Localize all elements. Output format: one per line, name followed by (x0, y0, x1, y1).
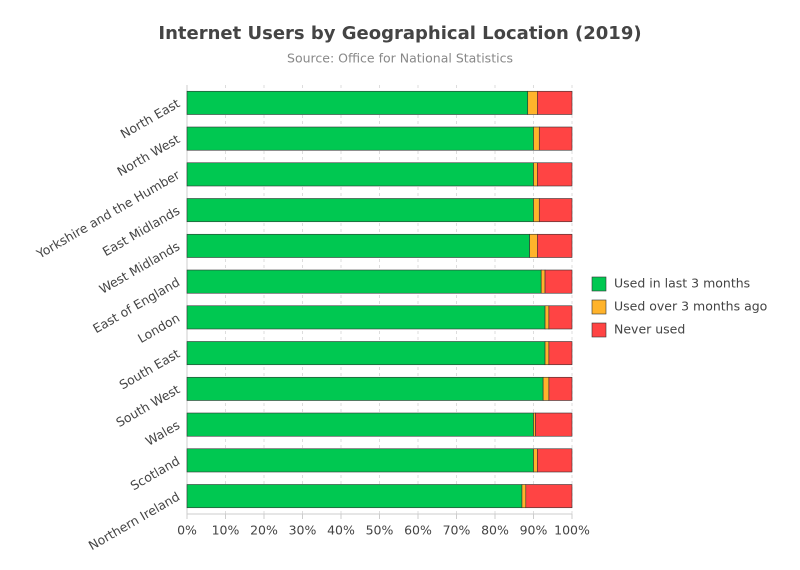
bar-segment (521, 484, 527, 509)
x-tick-label: 70% (443, 523, 471, 538)
bar-segment (544, 305, 550, 330)
x-tick-label: 60% (404, 523, 432, 538)
bar-segment (537, 448, 573, 473)
bar-segment (537, 90, 573, 115)
bar-segment (544, 341, 550, 366)
bar-segment (186, 269, 542, 294)
bar-segment (544, 269, 573, 294)
x-tick-label: 40% (327, 523, 355, 538)
bar-segment (533, 448, 538, 473)
chart-title: Internet Users by Geographical Location … (158, 23, 641, 44)
x-tick-label: 10% (212, 523, 240, 538)
bar-segment (529, 233, 538, 258)
bar-segment (186, 341, 546, 366)
x-tick-label: 90% (520, 523, 548, 538)
x-tick-label: 0% (177, 523, 197, 538)
bar-segment (186, 305, 546, 330)
bar-segment (525, 484, 573, 509)
legend-swatch (591, 276, 607, 292)
bar-segment (527, 90, 538, 115)
x-tick-label: 20% (250, 523, 278, 538)
legend-label: Never used (614, 322, 685, 337)
bar-segment (548, 341, 573, 366)
chart-subtitle: Source: Office for National Statistics (287, 51, 513, 66)
bar-segment (542, 376, 550, 401)
y-tick-label: London (135, 310, 182, 346)
x-tick-label: 30% (289, 523, 317, 538)
bar-segment (186, 376, 544, 401)
bar-segment (548, 376, 573, 401)
legend-label: Used over 3 months ago (614, 299, 767, 314)
y-tick-label: Northern Ireland (86, 489, 182, 553)
bar-segment (537, 162, 573, 187)
bar-segment (533, 198, 540, 223)
bar-segment (186, 233, 530, 258)
bar-segment (533, 162, 538, 187)
x-tick-label: 50% (366, 523, 394, 538)
bar-segment (186, 448, 534, 473)
bar-segment (538, 126, 573, 151)
legend-label: Used in last 3 months (614, 276, 750, 291)
bar-segment (535, 412, 573, 437)
bar-segment (533, 126, 540, 151)
bar-segment (186, 162, 534, 187)
legend-swatch (591, 322, 607, 338)
y-tick-label: Scotland (128, 453, 183, 493)
bar-segment (548, 305, 573, 330)
bar-segment (186, 484, 523, 509)
bar-segment (186, 90, 529, 115)
x-tick-label: 80% (481, 523, 509, 538)
bar-segment (186, 198, 534, 223)
bar-segment (538, 198, 573, 223)
legend-swatch (591, 299, 607, 315)
bar-segment (537, 233, 573, 258)
y-tick-label: Wales (143, 417, 182, 448)
bar-segment (186, 412, 534, 437)
bar-segment (186, 126, 534, 151)
bar-segment (540, 269, 546, 294)
x-tick-label: 100% (554, 523, 590, 538)
